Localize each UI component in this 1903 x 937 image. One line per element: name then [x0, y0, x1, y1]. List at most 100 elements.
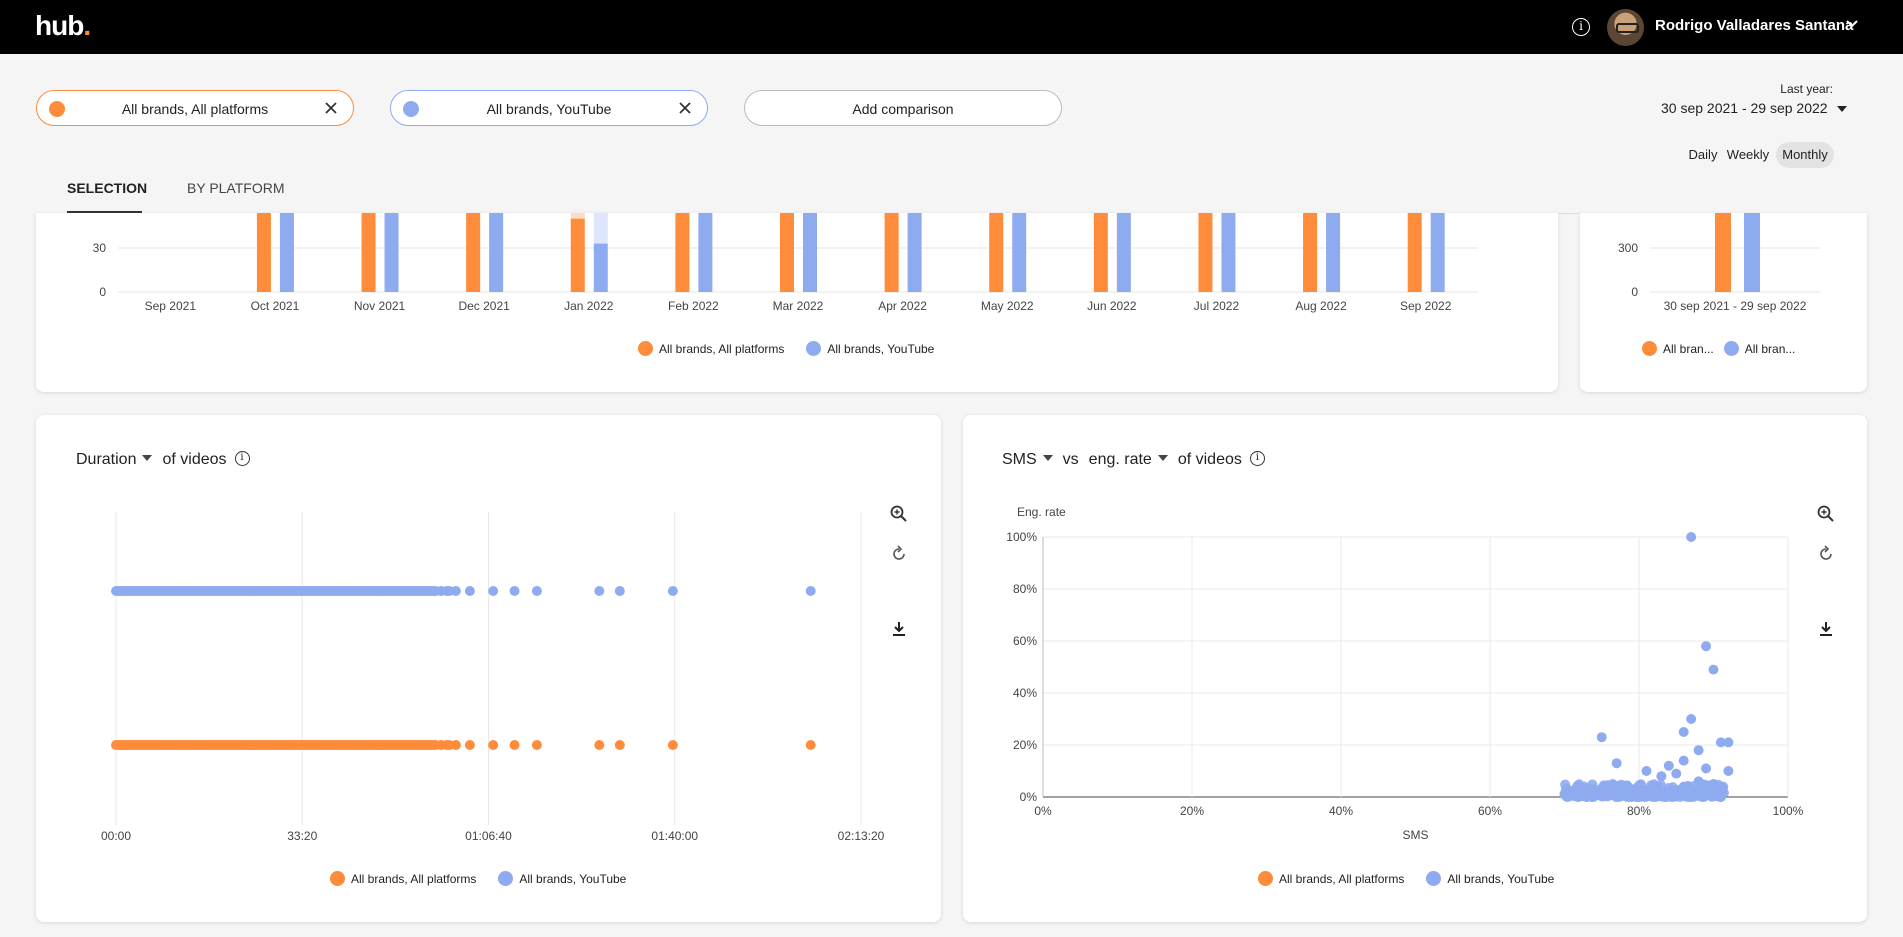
- bar: [1012, 213, 1027, 292]
- metric-dropdown[interactable]: Duration: [76, 451, 137, 468]
- bar: [1744, 213, 1760, 292]
- legend-item[interactable]: All bran...: [1723, 341, 1796, 356]
- scatter-point: [1581, 792, 1592, 802]
- bar: [384, 213, 399, 292]
- scatter-point: [1701, 789, 1712, 800]
- bar: [1093, 213, 1108, 292]
- info-icon[interactable]: i: [234, 451, 250, 466]
- scatter-point: [667, 740, 678, 750]
- download-icon[interactable]: [889, 619, 909, 639]
- legend-label: All brands, All platforms: [351, 871, 477, 886]
- legend-dot: [1723, 341, 1739, 356]
- add-comparison-button[interactable]: Add comparison: [744, 90, 1062, 126]
- legend-label: All brands, YouTube: [827, 341, 935, 356]
- chart-suffix: of videos: [162, 451, 227, 468]
- x-tick-label: 80%: [1627, 804, 1651, 818]
- legend-label: All brands, All platforms: [1279, 871, 1405, 886]
- x-tick-label: May 2022: [981, 299, 1034, 313]
- scatter-point: [1626, 792, 1637, 802]
- scatter-point: [1671, 789, 1682, 800]
- legend-item[interactable]: All brands, YouTube: [1426, 871, 1554, 886]
- scatter-point: [488, 740, 499, 750]
- scatter-point: [805, 586, 816, 596]
- comparison-label: All brands, YouTube: [486, 101, 612, 117]
- y-tick-label: 0%: [1020, 790, 1038, 804]
- close-icon[interactable]: [677, 100, 693, 116]
- scatter-point: [1671, 768, 1682, 779]
- reset-icon[interactable]: [1816, 544, 1836, 564]
- zoom-icon[interactable]: [1816, 504, 1836, 524]
- y-tick-label: 0: [1631, 285, 1638, 299]
- y-axis-label: Eng. rate: [1017, 505, 1066, 519]
- legend-label: All brands, YouTube: [1447, 871, 1555, 886]
- user-name[interactable]: Rodrigo Valladares Santana: [1655, 17, 1854, 34]
- zoom-icon[interactable]: [889, 504, 909, 524]
- granularity-monthly[interactable]: Monthly: [1776, 142, 1834, 168]
- granularity-weekly[interactable]: Weekly: [1726, 147, 1770, 162]
- x-tick-label: Nov 2021: [354, 299, 406, 313]
- legend-dot: [638, 341, 653, 356]
- bar: [1430, 213, 1445, 292]
- chevron-down-icon[interactable]: [1846, 18, 1858, 30]
- bar: [1116, 213, 1131, 292]
- avatar[interactable]: [1607, 9, 1644, 46]
- hub-logo[interactable]: hub.: [35, 10, 91, 41]
- bar: [489, 213, 504, 292]
- legend-dot: [1642, 341, 1657, 356]
- scatter-point: [1686, 792, 1697, 802]
- x-tick-label: Jan 2022: [564, 299, 614, 313]
- y-tick-label: 0: [99, 285, 106, 299]
- bar: [803, 213, 817, 292]
- scatter-point: [1701, 763, 1712, 774]
- date-range-value[interactable]: 30 sep 2021 - 29 sep 2022: [1661, 100, 1828, 116]
- legend-item[interactable]: All brands, YouTube: [498, 871, 626, 886]
- y-metric-dropdown[interactable]: eng. rate: [1088, 451, 1152, 468]
- chart-header: Duration of videos i: [76, 451, 250, 469]
- tab-by-platform[interactable]: BY PLATFORM: [187, 180, 285, 196]
- legend-item[interactable]: All brands, All platforms: [638, 341, 784, 356]
- granularity-daily[interactable]: Daily: [1688, 147, 1718, 162]
- scatter-point: [1686, 714, 1697, 724]
- info-icon[interactable]: i: [1572, 18, 1590, 36]
- legend-dot: [498, 871, 514, 886]
- scatter-point: [1708, 664, 1719, 675]
- chart-header: SMS vs eng. rate of videos i: [1002, 451, 1265, 469]
- x-tick-label: 01:06:40: [465, 829, 512, 843]
- close-icon[interactable]: [323, 100, 339, 116]
- bar-partial: [593, 213, 608, 244]
- caret-down-icon[interactable]: [1836, 104, 1848, 114]
- chart-legend: All bran... All bran...: [1642, 341, 1817, 356]
- scatter-point: [1656, 771, 1667, 782]
- scatter-point: [1663, 760, 1674, 771]
- info-icon[interactable]: i: [1249, 451, 1265, 466]
- legend-item[interactable]: All bran...: [1642, 341, 1714, 356]
- legend-item[interactable]: All brands, All platforms: [330, 871, 476, 886]
- scatter-point: [614, 740, 625, 750]
- scatter-point: [1693, 745, 1704, 756]
- scatter-point: [1678, 755, 1689, 766]
- reset-icon[interactable]: [889, 544, 909, 564]
- chart-suffix: of videos: [1177, 451, 1242, 468]
- legend-label: All brands, YouTube: [519, 871, 627, 886]
- legend-dot: [330, 871, 345, 886]
- bar: [1715, 213, 1731, 292]
- bar: [698, 213, 713, 292]
- tab-selection[interactable]: SELECTION: [67, 180, 147, 214]
- comparison-pill-2[interactable]: All brands, YouTube: [390, 90, 708, 126]
- caret-down-icon[interactable]: [1042, 455, 1053, 461]
- x-tick-label: 01:40:00: [651, 829, 698, 843]
- caret-down-icon[interactable]: [1157, 455, 1168, 461]
- caret-down-icon[interactable]: [142, 455, 153, 461]
- x-tick-label: Jun 2022: [1087, 299, 1137, 313]
- comparison-pill-1[interactable]: All brands, All platforms: [36, 90, 354, 126]
- legend-item[interactable]: All brands, YouTube: [806, 341, 934, 356]
- legend-item[interactable]: All brands, All platforms: [1258, 871, 1404, 886]
- bar: [1407, 213, 1422, 292]
- x-tick-label: 30 sep 2021 - 29 sep 2022: [1664, 299, 1807, 313]
- download-icon[interactable]: [1816, 619, 1836, 639]
- x-metric-dropdown[interactable]: SMS: [1002, 451, 1037, 468]
- x-tick-label: 0%: [1034, 804, 1052, 818]
- scatter-point: [1723, 737, 1734, 748]
- x-tick-label: 02:13:20: [838, 829, 885, 843]
- legend-label: All bran...: [1744, 341, 1796, 356]
